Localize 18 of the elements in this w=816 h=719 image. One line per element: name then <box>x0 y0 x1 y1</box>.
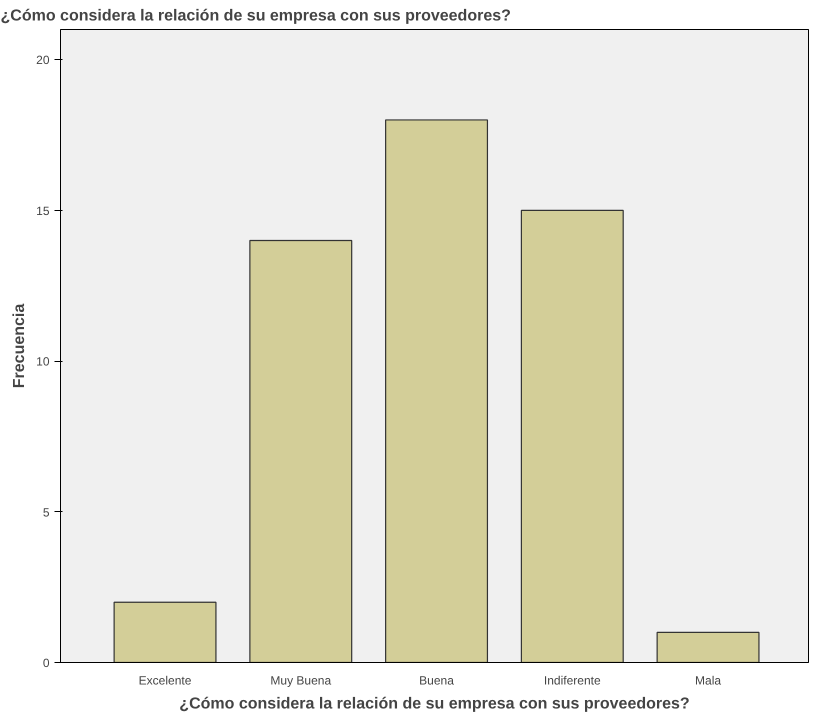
bar <box>656 632 760 662</box>
y-tick-label: 20 <box>36 53 50 68</box>
x-tick-label: Indiferente <box>544 674 601 688</box>
y-tick-label: 15 <box>36 204 50 218</box>
bar <box>520 210 624 662</box>
y-axis-title: Frecuencia <box>11 304 28 388</box>
chart-title: ¿Cómo considera la relación de su empresa con sus proveedores? <box>0 8 511 24</box>
x-axis-title: ¿Cómo considera la relación de su empresa con sus proveedores? <box>179 696 690 712</box>
x-tick-label: Mala <box>695 674 722 688</box>
y-tick-label: 10 <box>36 354 50 369</box>
bar <box>385 119 488 662</box>
bar <box>114 602 217 662</box>
x-tick-label: Muy Buena <box>270 674 332 688</box>
y-tick-label: 0 <box>42 656 50 670</box>
x-tick-label: Excelente <box>138 674 192 688</box>
bar <box>249 240 352 662</box>
y-tick-label: 5 <box>42 505 50 520</box>
x-tick-label: Buena <box>419 674 454 688</box>
